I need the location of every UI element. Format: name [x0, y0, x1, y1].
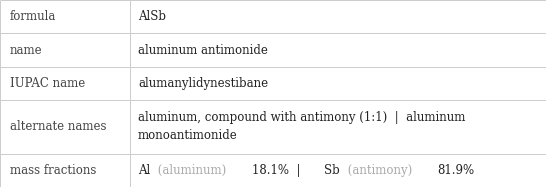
Text: (antimony): (antimony)	[345, 164, 417, 177]
Text: 81.9%: 81.9%	[437, 164, 474, 177]
Text: AlSb: AlSb	[138, 10, 166, 23]
Text: Al: Al	[138, 164, 150, 177]
Text: aluminum, compound with antimony (1:1)  |  aluminum
monoantimonide: aluminum, compound with antimony (1:1) |…	[138, 111, 466, 142]
Text: aluminum antimonide: aluminum antimonide	[138, 44, 268, 57]
Text: Sb: Sb	[324, 164, 340, 177]
Text: (aluminum): (aluminum)	[154, 164, 230, 177]
Text: mass fractions: mass fractions	[10, 164, 96, 177]
Text: alternate names: alternate names	[10, 120, 106, 133]
Text: alumanylidynestibane: alumanylidynestibane	[138, 77, 268, 90]
Text: name: name	[10, 44, 43, 57]
Text: 18.1%  |: 18.1% |	[252, 164, 308, 177]
Text: IUPAC name: IUPAC name	[10, 77, 85, 90]
Text: formula: formula	[10, 10, 56, 23]
